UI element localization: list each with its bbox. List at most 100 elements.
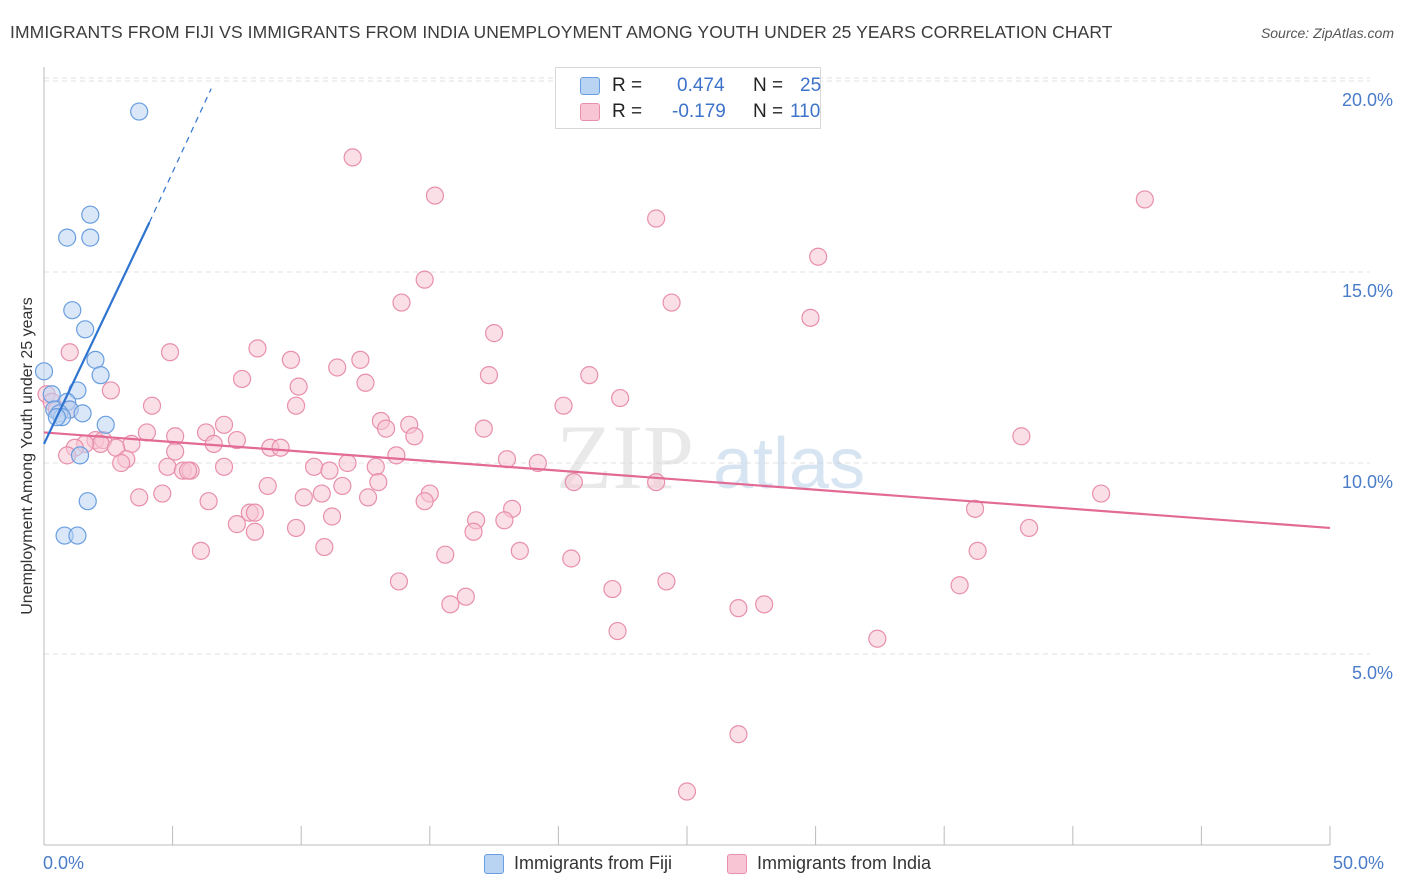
india-point xyxy=(1019,518,1039,538)
r-label: R = xyxy=(612,75,643,96)
fiji-point xyxy=(81,205,100,224)
india-point xyxy=(112,453,131,473)
y-tick-labels: 5.0% 10.0% 15.0% 20.0% xyxy=(1342,90,1393,683)
fiji-point xyxy=(96,415,115,434)
india-point xyxy=(603,579,622,599)
fiji-point xyxy=(42,385,61,404)
india-point xyxy=(294,488,313,507)
india-point xyxy=(647,209,666,228)
india-point xyxy=(415,270,434,289)
n-label: N = xyxy=(753,101,784,122)
zipatlas-watermark: ZIP atlas xyxy=(556,406,865,508)
india-point xyxy=(166,442,185,461)
fiji-points xyxy=(34,102,149,545)
fiji-point xyxy=(78,492,97,511)
india-point xyxy=(392,293,411,312)
india-point xyxy=(564,473,583,492)
india-point xyxy=(580,366,599,385)
india-point xyxy=(657,572,676,591)
india-point xyxy=(289,377,308,396)
india-point xyxy=(801,308,820,327)
india-point xyxy=(281,350,301,369)
india-point xyxy=(137,423,156,442)
india-point xyxy=(456,587,475,606)
india-point xyxy=(312,484,331,503)
india-point xyxy=(425,186,445,205)
fiji-swatch xyxy=(580,77,600,95)
india-swatch xyxy=(580,103,600,121)
watermark-zip: ZIP xyxy=(556,406,694,508)
india-point xyxy=(479,366,499,385)
legend-india-label: Immigrants from India xyxy=(757,853,932,873)
india-point xyxy=(322,507,342,526)
india-point xyxy=(142,396,162,415)
india-point xyxy=(245,522,265,541)
india-point xyxy=(178,461,198,480)
axes xyxy=(43,67,1331,846)
n-value: 25 xyxy=(800,75,822,96)
india-point xyxy=(965,499,985,518)
fiji-trend-extension xyxy=(148,88,212,223)
india-point xyxy=(950,576,969,595)
fiji-point xyxy=(76,320,95,339)
india-point xyxy=(1012,427,1031,446)
india-point xyxy=(464,522,483,541)
y-tick-label: 5.0% xyxy=(1352,663,1393,683)
r-value: 0.474 xyxy=(677,75,725,96)
fiji-point xyxy=(91,366,110,385)
india-point xyxy=(474,419,493,438)
trend-lines xyxy=(43,88,1331,530)
india-point xyxy=(755,595,774,614)
india-point xyxy=(369,473,388,492)
chart-title: IMMIGRANTS FROM FIJI VS IMMIGRANTS FROM … xyxy=(10,22,1113,42)
r-label: R = xyxy=(612,101,643,122)
india-point xyxy=(729,599,748,618)
legend-india-swatch xyxy=(727,854,747,874)
correlation-stats-box: R = 0.474 N = 25 R = -0.179 N = 110 xyxy=(555,67,821,129)
india-point xyxy=(304,457,324,476)
india-point xyxy=(376,419,396,438)
india-point xyxy=(356,373,375,392)
india-point xyxy=(227,430,246,450)
india-point xyxy=(286,396,306,415)
india-point xyxy=(809,247,828,266)
fiji-point xyxy=(58,228,77,247)
fiji-trend-line xyxy=(43,221,151,445)
india-point xyxy=(528,453,547,473)
fiji-point xyxy=(73,404,92,423)
india-point xyxy=(101,381,120,400)
india-point xyxy=(415,492,434,511)
india-point xyxy=(214,457,234,476)
india-point xyxy=(554,396,573,415)
india-point xyxy=(1135,190,1154,209)
india-point xyxy=(497,450,517,469)
india-point xyxy=(227,515,246,534)
india-point xyxy=(286,518,306,538)
y-tick-label: 20.0% xyxy=(1342,90,1393,110)
india-point xyxy=(258,476,277,496)
india-point xyxy=(387,446,406,465)
india-point xyxy=(611,388,630,408)
india-point xyxy=(608,621,627,641)
india-point xyxy=(214,415,234,434)
india-point xyxy=(677,782,697,801)
india-point xyxy=(405,427,424,446)
gridlines xyxy=(44,77,1370,655)
india-point xyxy=(328,358,347,377)
india-point xyxy=(441,595,460,614)
n-value: 110 xyxy=(790,101,821,122)
india-point xyxy=(153,484,172,503)
legend-fiji-label: Immigrants from Fiji xyxy=(514,853,673,873)
india-point xyxy=(868,629,887,648)
fiji-point xyxy=(34,362,54,381)
india-point xyxy=(562,549,581,568)
india-point xyxy=(343,148,362,167)
n-label: N = xyxy=(753,75,784,96)
india-point xyxy=(338,453,357,473)
india-point xyxy=(366,457,385,476)
india-point xyxy=(199,492,218,511)
india-point xyxy=(351,350,370,369)
india-point xyxy=(232,369,252,389)
india-points xyxy=(37,148,1154,801)
